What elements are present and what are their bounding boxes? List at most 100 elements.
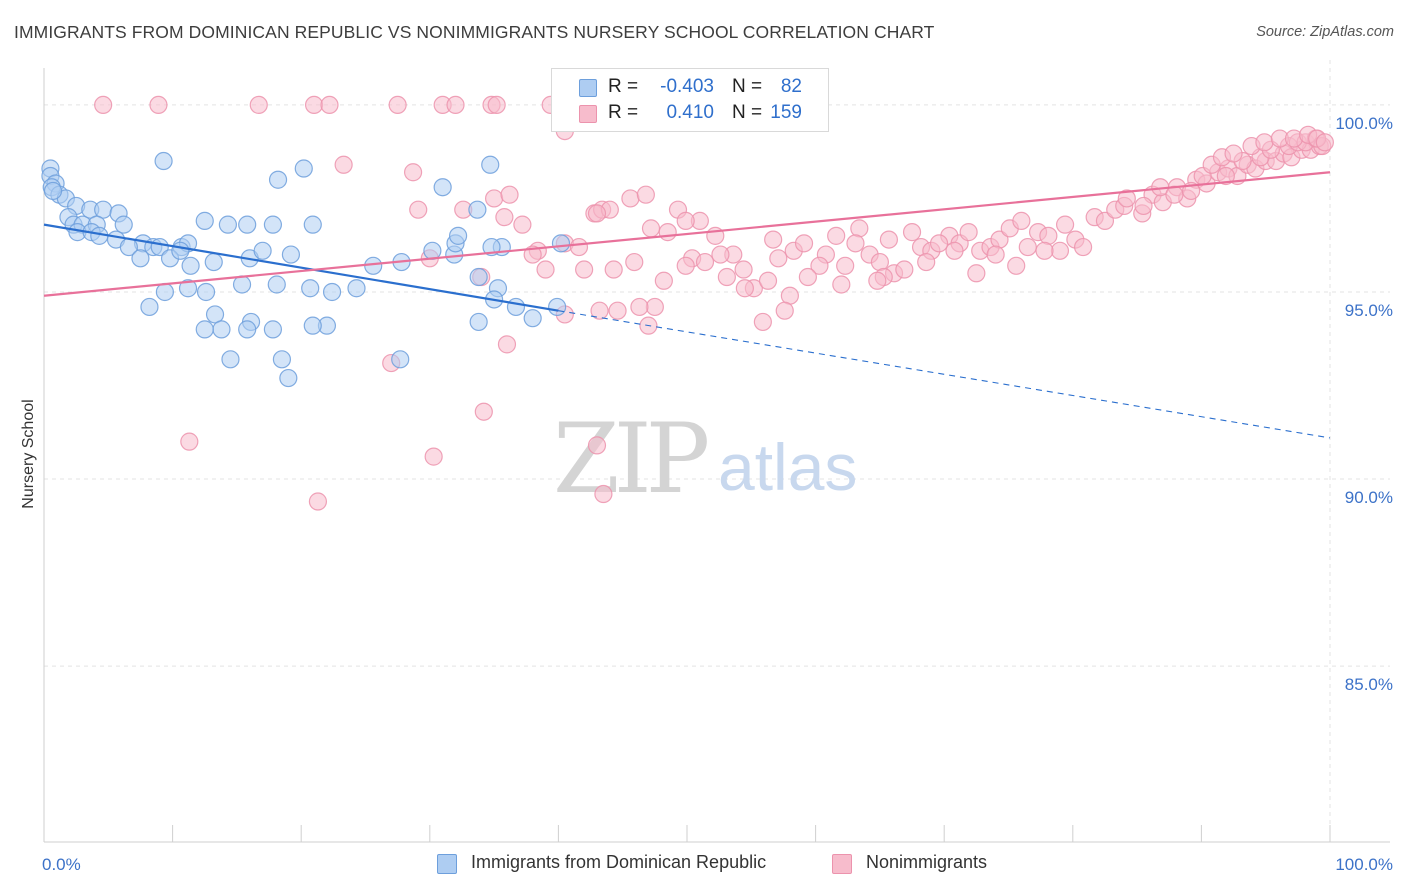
legend-r-value: 0.410 <box>666 102 714 123</box>
nonimmigrant-point <box>1255 133 1274 152</box>
nonimmigrant-point <box>1095 211 1115 230</box>
nonimmigrant-point <box>636 185 655 204</box>
source-label: Source: ZipAtlas.com <box>1256 24 1394 40</box>
nonimmigrant-point <box>917 252 936 272</box>
dominican-point <box>468 200 487 219</box>
dominican-point <box>218 215 237 234</box>
dominican-point <box>279 368 298 388</box>
grid-lines <box>44 60 1390 842</box>
legend-row-nonimmigrants: R = 0.410 N = 159 <box>552 102 828 126</box>
dominican-point <box>433 178 452 197</box>
nonimmigrant-point <box>474 402 493 421</box>
dominican-point <box>238 320 257 339</box>
dominican-point <box>171 241 190 260</box>
series-dominican-points <box>41 151 571 388</box>
nonimmigrant-point <box>249 95 268 114</box>
nonimmigrant-point <box>895 260 914 279</box>
nonimmigrant-point <box>798 267 817 287</box>
dominican-point <box>205 305 225 324</box>
watermark: ZIP atlas <box>553 403 857 515</box>
dominican-point <box>272 350 292 369</box>
dominican-point <box>448 226 468 245</box>
y-tick-label: 95.0% <box>1345 301 1393 320</box>
dominican-point <box>131 249 150 268</box>
nonimmigrant-point <box>94 95 113 114</box>
dominican-point <box>263 320 283 339</box>
dominican-point <box>212 320 231 339</box>
nonimmigrant-point <box>536 260 555 279</box>
nonimmigrant-point <box>485 189 504 208</box>
dominican-point <box>347 279 366 298</box>
dominican-point <box>195 211 214 230</box>
nonimmigrant-point <box>676 256 695 275</box>
nonimmigrant-point <box>1007 256 1026 275</box>
legend-row-dominican: R = -0.403 N = 82 <box>552 76 828 100</box>
dominican-point <box>548 297 567 317</box>
nonimmigrant-point <box>487 95 506 114</box>
trend-line-dominican <box>43 223 559 312</box>
nonimmigrant-point <box>500 185 519 204</box>
dominican-point <box>301 279 320 298</box>
dominican-point <box>469 312 488 332</box>
nonimmigrant-point <box>1117 189 1136 208</box>
legend-swatch-pink <box>832 854 852 874</box>
nonimmigrant-point <box>758 271 778 290</box>
nonimmigrant-point <box>308 492 328 511</box>
nonimmigrant-point <box>902 223 922 242</box>
dominican-point <box>469 267 488 287</box>
dominican-point <box>181 256 200 275</box>
nonimmigrant-point <box>967 264 986 283</box>
trend-lines <box>43 171 1331 439</box>
nonimmigrant-point <box>1224 144 1243 163</box>
dominican-point <box>155 282 174 302</box>
nonimmigrant-point <box>497 335 517 354</box>
legend-swatch-blue <box>437 854 457 874</box>
dominican-point <box>221 350 240 369</box>
legend-label-nonimmigrants: Nonimmigrants <box>866 852 988 872</box>
nonimmigrant-point <box>658 223 677 242</box>
y-axis-label: Nursery School <box>20 399 37 509</box>
nonimmigrant-point <box>513 215 532 234</box>
y-tick-labels: 85.0% 90.0% 95.0% 100.0% <box>1335 114 1393 694</box>
nonimmigrant-point <box>764 230 783 249</box>
nonimmigrant-point <box>645 297 664 317</box>
x-tick-label: 0.0% <box>42 855 81 874</box>
nonimmigrant-point <box>850 219 869 238</box>
nonimmigrant-point <box>1035 241 1054 260</box>
legend-swatch-pink <box>579 105 597 123</box>
nonimmigrant-point <box>388 95 407 114</box>
dominican-point <box>196 282 216 302</box>
nonimmigrant-point <box>846 234 865 253</box>
nonimmigrant-point <box>575 260 594 279</box>
nonimmigrant-point <box>304 95 324 114</box>
legend-r-label: R = <box>608 76 639 97</box>
legend-n-value: 82 <box>780 76 802 97</box>
dominican-point <box>294 159 313 178</box>
nonimmigrant-point <box>1018 237 1037 257</box>
nonimmigrant-point <box>587 204 607 223</box>
nonimmigrant-point <box>1315 133 1334 152</box>
series-nonimmigrants-points <box>94 95 1334 511</box>
nonimmigrant-point <box>403 163 423 182</box>
dominican-point <box>114 215 133 234</box>
x-tick-label: 100.0% <box>1335 855 1393 874</box>
dominican-point <box>303 215 322 234</box>
dominican-point <box>391 350 410 369</box>
nonimmigrant-point <box>180 432 199 451</box>
nonimmigrant-point <box>424 447 443 466</box>
chart-title: IMMIGRANTS FROM DOMINICAN REPUBLIC VS NO… <box>14 22 935 42</box>
trend-line-dominican-extension <box>558 310 1331 439</box>
nonimmigrant-point <box>879 230 899 249</box>
legend-label-dominican: Immigrants from Dominican Republic <box>471 852 767 872</box>
watermark-zip: ZIP <box>553 403 708 515</box>
nonimmigrant-point <box>810 256 829 275</box>
dominican-point <box>195 320 214 339</box>
nonimmigrant-point <box>641 219 661 238</box>
dominican-point <box>178 279 198 298</box>
x-tick-labels: 0.0% 100.0% <box>42 855 1393 874</box>
nonimmigrant-point <box>608 301 627 320</box>
nonimmigrant-point <box>1050 241 1070 260</box>
nonimmigrant-point <box>590 301 609 320</box>
nonimmigrant-point <box>409 200 428 219</box>
y-tick-label: 90.0% <box>1345 488 1393 507</box>
